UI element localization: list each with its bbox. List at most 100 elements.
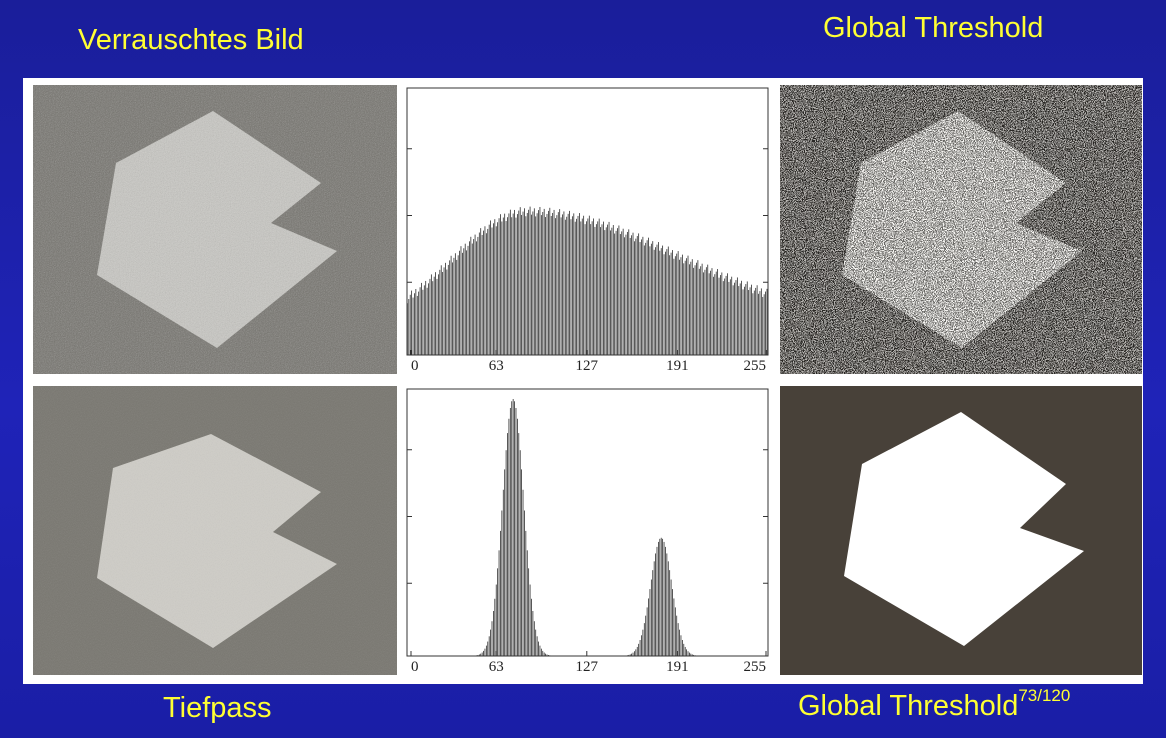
histogram-bar-58: [488, 224, 490, 355]
histogram-bar-27: [445, 262, 446, 355]
histogram-bar-157: [628, 229, 630, 355]
histogram-bar-136: [598, 218, 600, 355]
histogram-bar-96: [542, 211, 544, 355]
histogram-bar-171: [648, 598, 649, 656]
histogram-bar-80: [519, 207, 521, 355]
histogram-bar-221: [718, 277, 720, 355]
histogram-bar-106: [556, 215, 558, 355]
histogram-bar-98: [545, 217, 546, 355]
histogram-bar-28: [446, 269, 448, 355]
histogram-bar-182: [663, 254, 665, 355]
histogram-bar-56: [485, 233, 487, 355]
histogram-bar-71: [507, 433, 508, 656]
histogram-bar-159: [631, 235, 632, 355]
histogram-bar-101: [549, 207, 551, 355]
histogram-bar-128: [587, 218, 589, 355]
histogram-bar-177: [656, 244, 658, 355]
title-global-threshold-top: Global Threshold: [823, 12, 1044, 44]
histogram-bar-18: [432, 281, 434, 355]
histogram-bar-67: [501, 221, 503, 355]
histogram-bar-171: [648, 237, 649, 355]
histogram-bar-52: [480, 653, 482, 656]
histogram-bar-169: [645, 242, 647, 355]
histogram-bar-91: [535, 216, 537, 355]
histogram-bar-63: [495, 226, 497, 355]
histogram-bar-138: [601, 224, 603, 355]
histogram-bar-64: [497, 222, 499, 355]
histogram-bar-241: [746, 281, 748, 355]
histogram-bar-45: [470, 236, 472, 355]
histogram-bar-95: [540, 215, 542, 355]
histogram-bar-179: [659, 538, 661, 656]
histogram-bar-198: [686, 649, 687, 656]
histogram-bar-148: [615, 230, 617, 355]
histogram-bar-166: [641, 239, 642, 355]
histogram-bar-174: [652, 241, 654, 355]
x-tick-label-191: 191: [666, 358, 689, 374]
histogram-bar-223: [721, 272, 723, 355]
histogram-bar-201: [690, 653, 692, 656]
title-global-threshold-bottom: Global Threshold73/120: [798, 686, 1070, 723]
histogram-bar-78: [516, 418, 518, 656]
histogram-bar-69: [504, 213, 506, 355]
title-lowpass: Tiefpass: [163, 692, 272, 724]
histogram-bar-169: [645, 615, 647, 656]
histogram-bar-38: [460, 246, 462, 355]
histogram-bar-50: [477, 236, 479, 355]
histogram-bar-119: [574, 221, 576, 355]
histogram-bar-186: [669, 570, 671, 656]
histogram-bar-69: [504, 469, 506, 656]
histogram-bar-244: [751, 284, 752, 355]
histogram-bar-12: [423, 285, 425, 355]
histogram-bar-133: [594, 226, 596, 355]
histogram-bar-84: [525, 530, 527, 656]
histogram-bar-205: [696, 262, 697, 355]
histogram-bar-141: [605, 227, 607, 355]
histogram-bar-246: [753, 290, 755, 355]
histogram-bar-98: [545, 653, 546, 656]
histogram-bar-54: [483, 230, 484, 355]
histogram-bar-25: [442, 271, 444, 355]
histogram-bar-30: [449, 260, 451, 355]
histogram-bar-127: [586, 221, 587, 355]
histogram-bar-158: [629, 654, 631, 656]
histogram-bar-134: [595, 224, 597, 355]
histogram-bar-26: [443, 267, 445, 355]
histogram-bar-48: [474, 234, 476, 355]
histogram-bar-189: [673, 598, 675, 656]
histogram-bar-218: [714, 274, 716, 355]
histogram-bar-96: [542, 650, 544, 656]
histogram-bar-33: [453, 257, 455, 355]
histogram-bar-140: [604, 230, 606, 355]
histogram-bar-164: [638, 233, 640, 355]
histogram-bar-183: [665, 546, 666, 656]
histogram-bar-210: [703, 272, 704, 355]
histogram-bar-99: [546, 654, 548, 656]
histogram-bar-149: [617, 228, 618, 355]
histogram-bar-202: [691, 259, 693, 355]
histogram-bar-117: [571, 216, 573, 355]
histogram-bar-185: [667, 561, 669, 656]
histogram-bar-53: [481, 652, 483, 656]
histogram-bar-86: [528, 209, 530, 355]
histogram-bar-108: [559, 209, 561, 355]
histogram-bar-238: [742, 289, 744, 355]
histogram-bar-242: [748, 290, 750, 355]
histogram-bar-34: [454, 253, 456, 355]
histogram-bar-90: [533, 208, 535, 355]
histogram-bar-79: [518, 433, 520, 656]
histogram-bar-161: [634, 651, 635, 656]
histogram-bar-15: [428, 283, 429, 355]
histogram-bar-173: [650, 579, 652, 656]
histogram-bar-154: [624, 237, 625, 355]
histogram-bar-204: [694, 265, 696, 355]
histogram-bar-31: [450, 255, 452, 355]
histogram-bar-11: [422, 289, 424, 355]
histogram-bar-93: [538, 210, 539, 355]
histogram-bar-17: [430, 274, 432, 355]
histogram-bar-35: [456, 259, 458, 355]
histogram-bar-200: [689, 652, 690, 656]
noisy-image: [33, 85, 397, 374]
x-tick-label-63: 63: [489, 659, 504, 675]
histogram-bar-224: [722, 281, 724, 355]
